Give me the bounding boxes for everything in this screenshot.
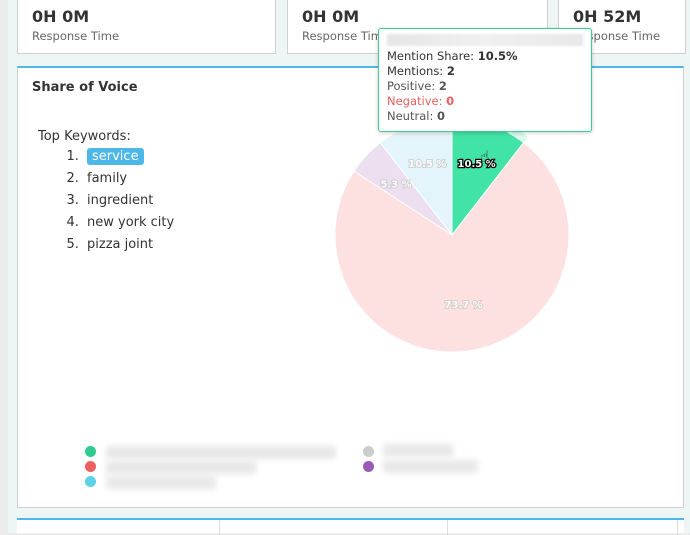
top-keywords: Top Keywords: service family ingredient new… [38,129,174,256]
legend-label-blurred[interactable] [383,444,453,457]
legend-dot[interactable] [85,461,96,472]
pie-slice-label: 10.5 % [458,159,496,170]
keyword-text[interactable]: family [87,171,128,186]
share-of-voice-panel: Share of Voice Top Keywords: service fami… [17,66,684,508]
panel-title: Share of Voice [32,80,138,95]
tooltip-neutral: Neutral: 0 [387,109,445,123]
keyword-item[interactable]: ingredient [83,190,174,212]
pie-slice-label: 73.7 % [445,300,483,311]
card-label: Response Time [573,29,661,43]
share-of-voice-pie-chart: 10.5 % 73.7 % 5.3 % 10.5 % [334,111,570,353]
card-value: 0H 0M [32,7,90,26]
keyword-text[interactable]: ingredient [87,193,154,208]
pie-slice-label: 10.5 % [408,159,446,170]
legend-label-blurred[interactable] [106,446,336,459]
pie-slice[interactable] [334,141,570,353]
keyword-text[interactable]: service [87,148,144,165]
legend-dot[interactable] [85,446,96,457]
card-label: Response Time [302,29,390,43]
divider [677,520,678,535]
keyword-item[interactable]: pizza joint [83,234,174,256]
tooltip-mentions: Mentions: 2 [387,64,455,78]
keyword-text[interactable]: new york city [87,215,175,230]
keywords-label: Top Keywords: [38,129,131,144]
tooltip-positive: Positive: 2 [387,79,447,93]
tooltip-title-blurred [387,34,583,46]
keyword-item[interactable]: new york city [83,212,174,234]
pie-slice-label: 5.3 % [380,179,411,190]
keyword-list: service family ingredient new york city pizz… [38,146,174,256]
keyword-text[interactable]: pizza joint [87,237,154,252]
keyword-item[interactable]: family [83,168,174,190]
card-label: Response Time [32,29,120,43]
legend-dot[interactable] [363,446,374,457]
legend-label-blurred[interactable] [106,461,256,474]
legend-label-blurred[interactable] [383,460,478,473]
divider [447,520,448,535]
legend-dot[interactable] [85,476,96,487]
card-value: 0H 0M [302,7,360,26]
response-time-card-1: 0H 0M Response Time [17,0,276,54]
keyword-item[interactable]: service [83,146,174,168]
bottom-panel [17,518,684,535]
pie-tooltip: Mention Share: 10.5% Mentions: 2 Positiv… [378,28,592,132]
card-value: 0H 52M [573,7,642,26]
hand-cursor-icon: ☝ [480,147,490,166]
legend-dot[interactable] [363,461,374,472]
tooltip-negative: Negative: 0 [387,94,455,108]
legend-label-blurred[interactable] [106,476,216,489]
divider [219,520,220,535]
tooltip-mention-share: Mention Share: 10.5% [387,49,518,63]
